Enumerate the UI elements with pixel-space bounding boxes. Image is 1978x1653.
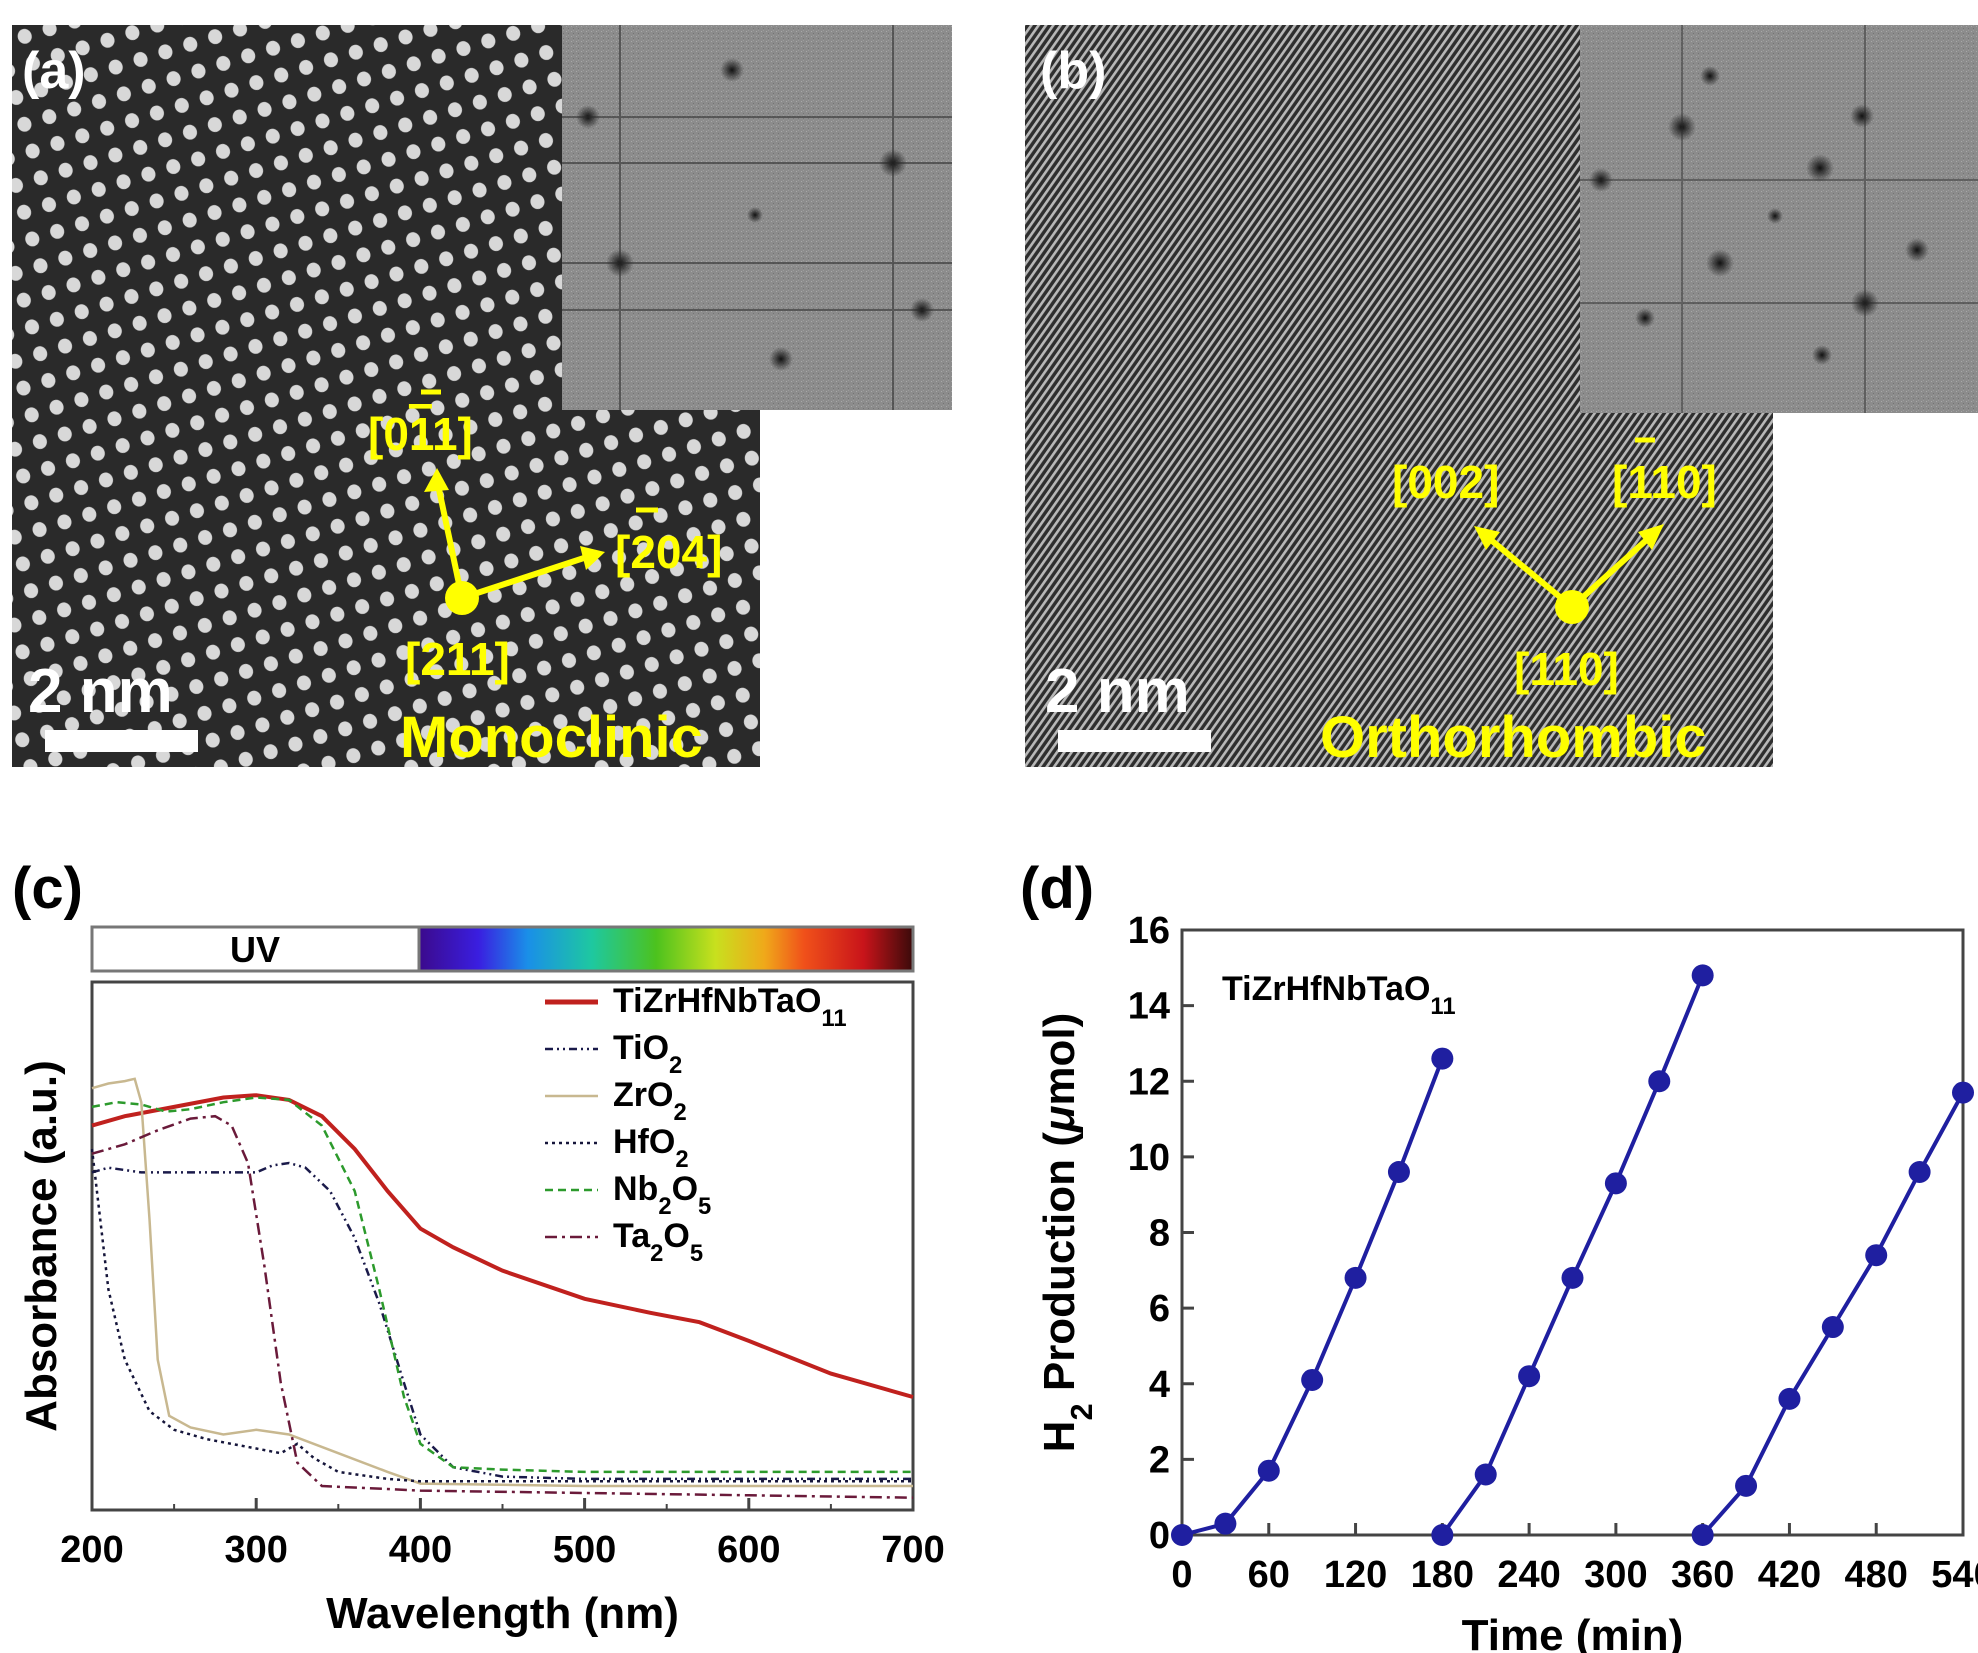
- y-tick-label: 10: [1128, 1137, 1170, 1179]
- data-point: [1735, 1474, 1758, 1497]
- scale-bar-label-b: 2 nm: [1045, 657, 1190, 726]
- series-line-hfo2: [90, 1148, 913, 1483]
- data-point: [1604, 1172, 1627, 1195]
- h2-production-chart: 0 60 120 180 240 300 360 420 480 540 0 2 4 6 8 10 12 14 16…: [1035, 910, 1978, 1653]
- data-point: [1301, 1368, 1324, 1391]
- zone-axis-label-b: [110]: [1514, 643, 1619, 695]
- x-tick-label: 60: [1248, 1554, 1290, 1596]
- data-point: [1474, 1463, 1497, 1486]
- panel-letter-b: (b): [1040, 42, 1106, 100]
- data-point: [1691, 1524, 1714, 1546]
- y-axis-title: H2 Production (μmol): [1035, 1013, 1099, 1453]
- x-tick-label: 0: [1171, 1554, 1192, 1596]
- uv-band: [90, 925, 421, 973]
- x-tick-label: 200: [60, 1529, 123, 1571]
- data-point: [1431, 1047, 1454, 1070]
- uv-band-label: UV: [230, 929, 280, 970]
- y-tick-label: 2: [1149, 1439, 1170, 1481]
- panel-letter-c: (c): [12, 856, 83, 921]
- y-axis-title: Absorbance (a.u.): [17, 1060, 66, 1432]
- y-tick-label: 6: [1149, 1288, 1170, 1330]
- x-tick-label: 540: [1931, 1554, 1978, 1596]
- x-tick-label: 360: [1671, 1554, 1734, 1596]
- series-line-tizrhfnbtao11: [91, 1093, 914, 1399]
- phase-label-b: Orthorhombic: [1320, 705, 1707, 770]
- x-tick-label: 700: [881, 1529, 944, 1571]
- data-point: [1387, 1161, 1410, 1183]
- y-tick-label: 12: [1128, 1061, 1170, 1103]
- x-tick-label: 300: [224, 1529, 287, 1571]
- fft-inset-a: [562, 25, 952, 410]
- data-point: [1865, 1244, 1888, 1267]
- fft-inset-b: [1580, 25, 1978, 413]
- cycle-line-3: [1701, 1091, 1965, 1537]
- hrtem-image-a: [12, 25, 960, 770]
- direction-label-b2: [110]: [1612, 456, 1717, 508]
- direction-label-b1: [002]: [1392, 456, 1499, 508]
- legend-label: Nb2O5: [613, 1170, 711, 1220]
- x-tick-label: 300: [1584, 1554, 1647, 1596]
- data-point: [1561, 1266, 1584, 1289]
- data-point: [1344, 1266, 1367, 1289]
- panel-letter-d: (d): [1020, 856, 1094, 921]
- legend-label: TiO2: [613, 1029, 682, 1079]
- x-tick-label: 480: [1845, 1554, 1908, 1596]
- x-tick-label: 420: [1758, 1554, 1821, 1596]
- absorbance-chart: 200 300 400 500 600 700 Wavelength (nm) Absorba…: [17, 980, 945, 1638]
- data-point: [1952, 1081, 1974, 1104]
- y-tick-label: 0: [1149, 1515, 1170, 1557]
- x-axis-title: Wavelength (nm): [326, 1589, 679, 1638]
- data-point: [1518, 1365, 1541, 1388]
- series-line-zro2: [91, 1077, 913, 1488]
- y-tick-label: 14: [1128, 986, 1170, 1028]
- panel-letter-a: (a): [22, 42, 86, 100]
- x-tick-label: 120: [1324, 1554, 1387, 1596]
- legend-label: ZrO2: [613, 1076, 687, 1126]
- data-point: [1778, 1387, 1801, 1410]
- data-point: [1648, 1070, 1671, 1093]
- hrtem-image-b: [1025, 25, 1978, 773]
- series-line-ta2o5: [91, 1114, 914, 1499]
- x-axis-title: Time (min): [1462, 1611, 1684, 1653]
- cycle-line-2: [1440, 974, 1705, 1537]
- direction-arrows-a: [424, 468, 605, 615]
- y-tick-label: 16: [1128, 910, 1170, 952]
- series-line-tio2: [91, 1161, 913, 1481]
- y-tick-label: 4: [1149, 1364, 1170, 1406]
- plot-frame: [1180, 928, 1965, 1537]
- direction-label-a2: [204]: [615, 526, 722, 578]
- data-point: [1431, 1524, 1454, 1546]
- data-point: [1214, 1512, 1237, 1535]
- data-point: [1257, 1459, 1280, 1482]
- x-tick-label: 500: [553, 1529, 616, 1571]
- sample-annotation: TiZrHfNbTaO11: [1222, 970, 1456, 1020]
- scale-bar-a: [45, 730, 198, 752]
- series-line-nb2o5: [91, 1096, 913, 1474]
- data-point: [1908, 1161, 1931, 1183]
- data-point: [1691, 964, 1714, 987]
- legend-label: TiZrHfNbTaO11: [613, 982, 847, 1032]
- x-tick-label: 400: [389, 1529, 452, 1571]
- plot-frame: [90, 980, 915, 1512]
- legend-label: Ta2O5: [613, 1217, 703, 1267]
- x-tick-label: 180: [1411, 1554, 1474, 1596]
- phase-label-a: Monoclinic: [400, 705, 703, 770]
- visible-spectrum-band: [417, 925, 915, 973]
- direction-arrows-b: [1474, 524, 1664, 624]
- overbar-digit-a1: 1: [409, 408, 434, 460]
- data-point: [1171, 1524, 1193, 1546]
- x-tick-label: 600: [717, 1529, 780, 1571]
- data-point: [1821, 1316, 1844, 1339]
- x-tick-label: 240: [1497, 1554, 1560, 1596]
- zone-axis-label-a: [211]: [405, 633, 510, 685]
- legend-label: HfO2: [613, 1123, 689, 1173]
- scale-bar-label-a: 2 nm: [28, 657, 173, 726]
- direction-label-a1: [011]: [368, 408, 473, 460]
- scale-bar-b: [1058, 730, 1211, 752]
- y-tick-label: 8: [1149, 1213, 1170, 1255]
- cycle-line-1: [1181, 1057, 1445, 1537]
